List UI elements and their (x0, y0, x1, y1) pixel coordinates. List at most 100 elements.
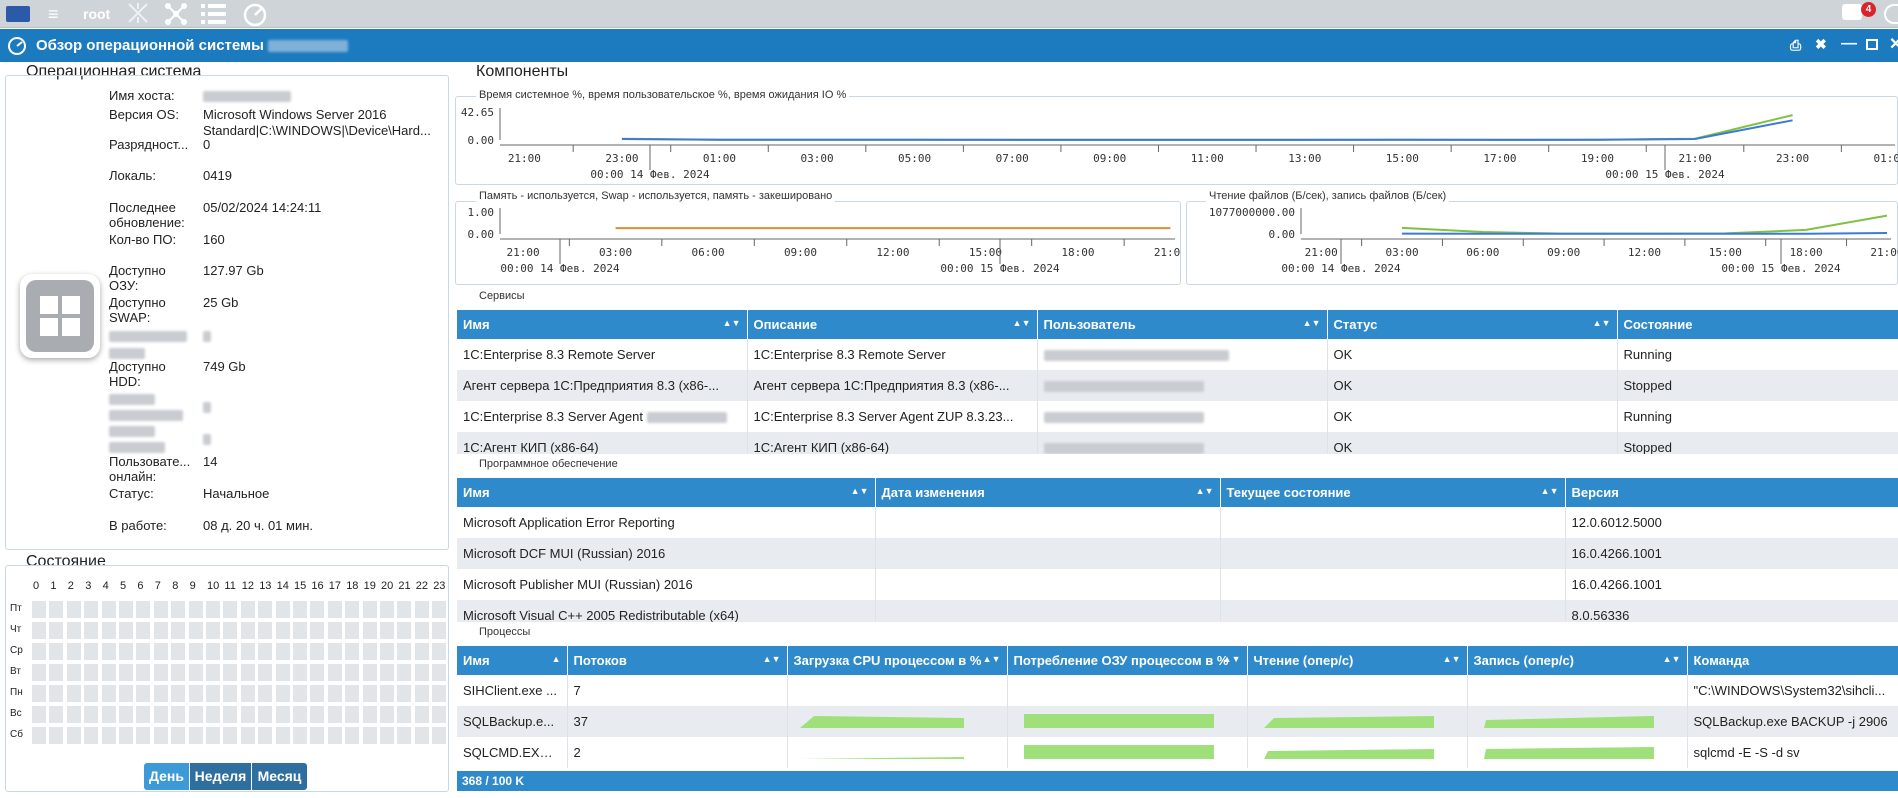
heat-cell[interactable] (257, 663, 274, 682)
proc-col-write[interactable]: Запись (опер/с) ▲▼ (1467, 646, 1688, 675)
restore-icon[interactable] (1866, 39, 1878, 50)
heat-cell[interactable] (292, 726, 308, 745)
heat-cell[interactable] (83, 642, 100, 661)
heat-cell[interactable] (379, 705, 395, 724)
minimize-icon[interactable]: — (1841, 35, 1857, 52)
heat-cell[interactable] (31, 684, 47, 703)
heat-cell[interactable] (152, 726, 169, 745)
heat-cell[interactable] (431, 726, 448, 745)
print-icon[interactable]: ⎙ (1790, 37, 1802, 53)
proc-col-cpu[interactable]: Загрузка CPU процессом в % ▲▼ (787, 646, 1008, 675)
heat-cell[interactable] (274, 705, 291, 724)
table-row[interactable]: Microsoft DCF MUI (Russian) 2016 16.0.426… (457, 538, 1898, 569)
heat-cell[interactable] (309, 684, 326, 703)
heat-cell[interactable] (100, 621, 117, 640)
heat-cell[interactable] (222, 726, 239, 745)
heat-cell[interactable] (135, 621, 152, 640)
heat-cell[interactable] (48, 600, 65, 619)
heat-cell[interactable] (118, 621, 134, 640)
heat-cell[interactable] (309, 705, 326, 724)
heat-cell[interactable] (65, 705, 82, 724)
heat-cell[interactable] (396, 705, 413, 724)
heat-cell[interactable] (100, 663, 117, 682)
heat-cell[interactable] (205, 621, 221, 640)
heat-cell[interactable] (118, 705, 134, 724)
software-col-version[interactable]: Версия (1565, 478, 1898, 507)
heat-cell[interactable] (118, 642, 134, 661)
heat-cell[interactable] (83, 621, 100, 640)
heat-cell[interactable] (326, 726, 343, 745)
heat-cell[interactable] (205, 642, 221, 661)
heat-cell[interactable] (274, 600, 291, 619)
heat-cell[interactable] (170, 663, 187, 682)
heat-cell[interactable] (257, 600, 274, 619)
heat-cell[interactable] (48, 726, 65, 745)
heat-cell[interactable] (135, 705, 152, 724)
heat-cell[interactable] (239, 726, 256, 745)
table-row[interactable]: SIHClient.exe ... 7 "C:\WINDOWS\System32… (457, 675, 1898, 706)
heat-cell[interactable] (239, 684, 256, 703)
heat-cell[interactable] (65, 642, 82, 661)
menu-lines-icon[interactable]: ≡ (48, 4, 59, 24)
heat-cell[interactable] (379, 684, 395, 703)
software-col-name[interactable]: Имя ▲▼ (457, 478, 876, 507)
heat-cell[interactable] (396, 684, 413, 703)
heat-cell[interactable] (309, 642, 326, 661)
table-row[interactable]: Агент сервера 1С:Предприятия 8.3 (x86-..… (457, 370, 1898, 401)
period-month-button[interactable]: Месяц (252, 763, 307, 790)
heat-cell[interactable] (292, 600, 308, 619)
heat-cell[interactable] (379, 726, 395, 745)
heat-cell[interactable] (152, 621, 169, 640)
heat-cell[interactable] (239, 663, 256, 682)
heat-cell[interactable] (205, 726, 221, 745)
heat-cell[interactable] (239, 705, 256, 724)
table-row[interactable]: Microsoft Visual C++ 2005 Redistributabl… (457, 600, 1898, 622)
heat-cell[interactable] (257, 726, 274, 745)
heat-cell[interactable] (31, 726, 47, 745)
heat-cell[interactable] (431, 621, 448, 640)
heat-cell[interactable] (135, 726, 152, 745)
heat-cell[interactable] (100, 705, 117, 724)
heat-cell[interactable] (361, 663, 378, 682)
heat-cell[interactable] (413, 684, 430, 703)
heat-cell[interactable] (222, 642, 239, 661)
heat-cell[interactable] (379, 621, 395, 640)
heat-cell[interactable] (257, 642, 274, 661)
heat-cell[interactable] (344, 621, 361, 640)
heat-cell[interactable] (222, 684, 239, 703)
heat-cell[interactable] (31, 600, 47, 619)
heat-cell[interactable] (379, 663, 395, 682)
heat-cell[interactable] (135, 684, 152, 703)
heat-cell[interactable] (222, 600, 239, 619)
heat-cell[interactable] (65, 600, 82, 619)
heat-cell[interactable] (309, 600, 326, 619)
heat-cell[interactable] (274, 621, 291, 640)
heat-cell[interactable] (31, 621, 47, 640)
heat-cell[interactable] (118, 726, 134, 745)
heat-cell[interactable] (257, 684, 274, 703)
heat-cell[interactable] (65, 684, 82, 703)
app-logo-icon[interactable] (6, 6, 30, 22)
services-col-status[interactable]: Статус ▲▼ (1327, 310, 1618, 339)
heat-cell[interactable] (170, 726, 187, 745)
period-week-button[interactable]: Неделя (190, 763, 251, 790)
heat-cell[interactable] (326, 642, 343, 661)
heat-cell[interactable] (118, 663, 134, 682)
notifications-icon[interactable] (1842, 4, 1862, 20)
heat-cell[interactable] (135, 600, 152, 619)
table-row[interactable]: Microsoft Publisher MUI (Russian) 2016 16… (457, 569, 1898, 600)
heat-cell[interactable] (413, 705, 430, 724)
proc-col-ram[interactable]: Потребление ОЗУ процессом в % ▲▼ (1007, 646, 1248, 675)
heat-cell[interactable] (239, 621, 256, 640)
heat-cell[interactable] (205, 663, 221, 682)
heat-cell[interactable] (31, 642, 47, 661)
heat-cell[interactable] (257, 705, 274, 724)
heat-cell[interactable] (170, 684, 187, 703)
heat-cell[interactable] (100, 726, 117, 745)
heat-cell[interactable] (170, 621, 187, 640)
heat-cell[interactable] (413, 726, 430, 745)
heat-cell[interactable] (205, 684, 221, 703)
heat-cell[interactable] (431, 600, 448, 619)
heat-cell[interactable] (152, 705, 169, 724)
heat-cell[interactable] (152, 600, 169, 619)
